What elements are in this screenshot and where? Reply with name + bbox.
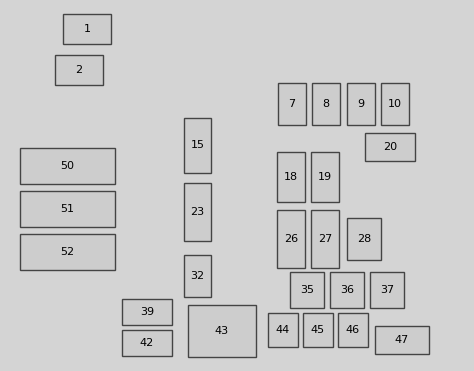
Text: 18: 18 bbox=[284, 172, 298, 182]
Bar bbox=[20, 148, 115, 184]
Bar bbox=[184, 183, 211, 241]
Bar bbox=[20, 191, 115, 227]
Bar bbox=[277, 152, 305, 202]
Bar bbox=[375, 326, 429, 354]
Text: 37: 37 bbox=[380, 285, 394, 295]
Bar bbox=[330, 272, 364, 308]
Text: 10: 10 bbox=[388, 99, 402, 109]
Text: 46: 46 bbox=[346, 325, 360, 335]
Text: 51: 51 bbox=[61, 204, 74, 214]
Text: 50: 50 bbox=[61, 161, 74, 171]
Bar bbox=[20, 234, 115, 270]
Text: 36: 36 bbox=[340, 285, 354, 295]
Bar bbox=[347, 83, 375, 125]
Bar bbox=[55, 55, 103, 85]
Bar bbox=[268, 313, 298, 347]
Bar bbox=[122, 330, 172, 356]
Text: 26: 26 bbox=[284, 234, 298, 244]
Text: 35: 35 bbox=[300, 285, 314, 295]
Text: 15: 15 bbox=[191, 141, 204, 151]
Text: 42: 42 bbox=[140, 338, 154, 348]
Bar bbox=[277, 210, 305, 268]
Bar bbox=[303, 313, 333, 347]
Text: 32: 32 bbox=[191, 271, 205, 281]
Bar bbox=[311, 210, 339, 268]
Text: 7: 7 bbox=[289, 99, 296, 109]
Bar bbox=[278, 83, 306, 125]
Bar bbox=[312, 83, 340, 125]
Bar bbox=[347, 218, 381, 260]
Bar bbox=[188, 305, 256, 357]
Bar bbox=[381, 83, 409, 125]
Bar bbox=[184, 118, 211, 173]
Text: 43: 43 bbox=[215, 326, 229, 336]
Text: 19: 19 bbox=[318, 172, 332, 182]
Bar bbox=[365, 133, 415, 161]
Text: 8: 8 bbox=[322, 99, 329, 109]
Text: 20: 20 bbox=[383, 142, 397, 152]
Text: 44: 44 bbox=[276, 325, 290, 335]
Bar bbox=[184, 255, 211, 297]
Text: 9: 9 bbox=[357, 99, 365, 109]
Text: 45: 45 bbox=[311, 325, 325, 335]
Text: 47: 47 bbox=[395, 335, 409, 345]
Text: 39: 39 bbox=[140, 307, 154, 317]
Text: 52: 52 bbox=[61, 247, 74, 257]
Bar bbox=[63, 14, 111, 44]
Text: 2: 2 bbox=[75, 65, 82, 75]
Text: 27: 27 bbox=[318, 234, 332, 244]
Bar bbox=[370, 272, 404, 308]
Text: 1: 1 bbox=[83, 24, 91, 34]
Text: 23: 23 bbox=[191, 207, 205, 217]
Bar bbox=[311, 152, 339, 202]
Bar bbox=[290, 272, 324, 308]
Bar bbox=[122, 299, 172, 325]
Text: 28: 28 bbox=[357, 234, 371, 244]
Bar bbox=[338, 313, 368, 347]
